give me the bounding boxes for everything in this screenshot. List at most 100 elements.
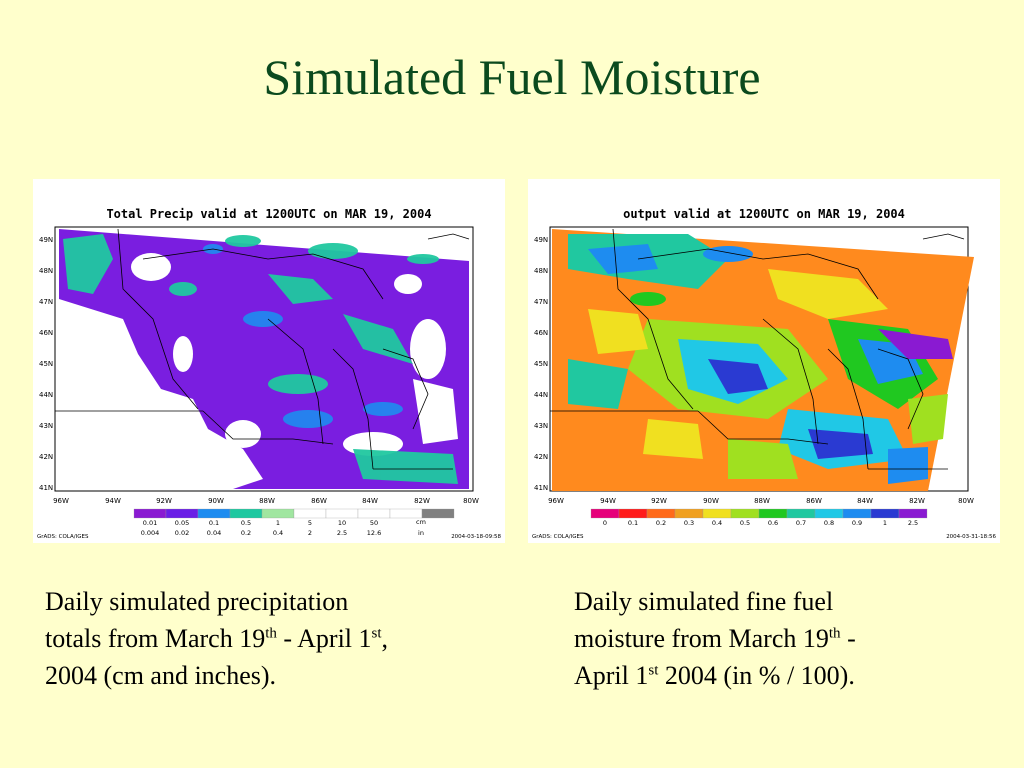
lat-label: 46N <box>534 329 548 337</box>
moisture-wet-areas <box>568 234 953 484</box>
legend-label: 50 <box>370 519 378 527</box>
legend-label: 0.004 <box>141 529 160 537</box>
caption-line: April 1st 2004 (in % / 100). <box>574 661 855 690</box>
lat-label: 42N <box>534 453 548 461</box>
legend-swatch <box>325 508 359 519</box>
precip-map-panel: Total Precip valid at 1200UTC on MAR 19,… <box>33 179 505 543</box>
legend-swatch <box>421 508 455 519</box>
legend-label: 0.05 <box>175 519 189 527</box>
lon-label: 82W <box>414 497 430 505</box>
lon-label: 96W <box>548 497 564 505</box>
precip-timestamp: 2004-03-18-09:58 <box>451 534 501 540</box>
legend-label: 0.6 <box>768 519 778 527</box>
legend-swatch <box>293 508 327 519</box>
moisture-map-title: output valid at 1200UTC on MAR 19, 2004 <box>623 207 905 221</box>
moisture-caption: Daily simulated fine fuel moisture from … <box>574 583 856 694</box>
precip-caption: Daily simulated precipitation totals fro… <box>45 583 388 694</box>
lat-label: 45N <box>534 360 548 368</box>
legend-swatch <box>197 508 231 519</box>
legend-swatch <box>133 508 167 519</box>
lon-label: 88W <box>259 497 275 505</box>
lat-label: 44N <box>39 391 53 399</box>
legend-unit: cm <box>416 518 426 526</box>
precip-dry-areas <box>59 253 458 489</box>
legend-label: 10 <box>338 519 346 527</box>
legend-swatch <box>618 508 648 519</box>
legend-label: 2.5 <box>908 519 918 527</box>
lat-label: 48N <box>39 267 53 275</box>
caption-line: Daily simulated fine fuel <box>574 587 834 616</box>
lat-label: 47N <box>534 298 548 306</box>
legend-swatch <box>261 508 295 519</box>
moisture-lon-labels: 96W 94W 92W 90W 88W 86W 84W 82W 80W <box>548 497 974 505</box>
legend-label: 0.3 <box>684 519 694 527</box>
precip-legend <box>133 508 455 519</box>
legend-label: 0.5 <box>740 519 750 527</box>
moisture-credit: GrADS: COLA/IGES <box>532 534 584 540</box>
precip-map-title: Total Precip valid at 1200UTC on MAR 19,… <box>106 207 431 221</box>
lat-label: 47N <box>39 298 53 306</box>
lat-label: 41N <box>534 484 548 492</box>
lon-label: 90W <box>208 497 224 505</box>
legend-label: 0.01 <box>143 519 157 527</box>
legend-swatch <box>870 508 900 519</box>
lon-label: 80W <box>463 497 479 505</box>
lon-label: 92W <box>651 497 667 505</box>
precip-lon-labels: 96W 94W 92W 90W 88W 86W 84W 82W 80W <box>53 497 479 505</box>
moisture-map-panel: output valid at 1200UTC on MAR 19, 2004 <box>528 179 1000 543</box>
legend-label: 0.2 <box>241 529 251 537</box>
lon-label: 96W <box>53 497 69 505</box>
lat-label: 43N <box>534 422 548 430</box>
lat-label: 49N <box>534 236 548 244</box>
legend-swatch <box>646 508 676 519</box>
legend-label: 0.7 <box>796 519 806 527</box>
legend-label: 0.8 <box>824 519 834 527</box>
legend-label: 5 <box>308 519 312 527</box>
legend-label: 0 <box>603 519 607 527</box>
lat-label: 49N <box>39 236 53 244</box>
precip-credit: GrADS: COLA/IGES <box>37 534 89 540</box>
caption-line: 2004 (cm and inches). <box>45 661 277 690</box>
lon-label: 94W <box>105 497 121 505</box>
moisture-lat-labels: 49N 48N 47N 46N 45N 44N 43N 42N 41N <box>534 236 548 492</box>
lat-label: 42N <box>39 453 53 461</box>
legend-swatch <box>357 508 391 519</box>
legend-swatch <box>758 508 788 519</box>
legend-label: 0.9 <box>852 519 862 527</box>
lon-label: 84W <box>857 497 873 505</box>
legend-swatch <box>814 508 844 519</box>
legend-label: 0.1 <box>209 519 219 527</box>
caption-line: totals from March 19th - April 1st, <box>45 624 389 653</box>
legend-label: 0.2 <box>656 519 666 527</box>
legend-label: 2 <box>308 529 312 537</box>
lat-label: 44N <box>534 391 548 399</box>
lon-label: 82W <box>909 497 925 505</box>
slide-title: Simulated Fuel Moisture <box>263 49 761 105</box>
legend-swatch <box>842 508 872 519</box>
moisture-timestamp: 2004-03-31-18:56 <box>946 534 996 540</box>
precip-boundaries <box>55 228 470 470</box>
lon-label: 90W <box>703 497 719 505</box>
legend-swatch <box>590 508 620 519</box>
precip-moderate-areas <box>63 234 458 484</box>
legend-swatch <box>389 508 423 519</box>
lon-label: 92W <box>156 497 172 505</box>
legend-swatch <box>674 508 704 519</box>
moisture-map: output valid at 1200UTC on MAR 19, 2004 <box>532 207 996 540</box>
lat-label: 46N <box>39 329 53 337</box>
legend-label: 0.4 <box>273 529 283 537</box>
lon-label: 86W <box>311 497 327 505</box>
legend-swatch <box>898 508 928 519</box>
caption-line: Daily simulated precipitation <box>45 587 349 616</box>
lat-label: 45N <box>39 360 53 368</box>
lat-label: 43N <box>39 422 53 430</box>
legend-swatch <box>229 508 263 519</box>
precip-legend-labels: 0.01 0.05 0.1 0.5 1 5 10 50 0.004 0.02 0… <box>141 518 426 537</box>
legend-swatch <box>786 508 816 519</box>
legend-swatch <box>702 508 732 519</box>
precip-map: Total Precip valid at 1200UTC on MAR 19,… <box>37 207 501 540</box>
lon-label: 80W <box>958 497 974 505</box>
moisture-legend-labels: 0 0.1 0.2 0.3 0.4 0.5 0.6 0.7 0.8 0.9 1 … <box>603 519 918 527</box>
moisture-boundaries <box>550 228 965 470</box>
legend-label: 0.02 <box>175 529 189 537</box>
